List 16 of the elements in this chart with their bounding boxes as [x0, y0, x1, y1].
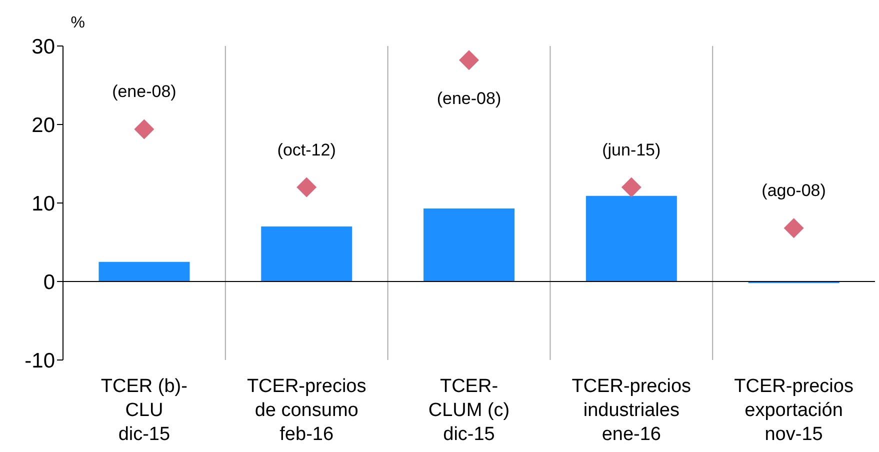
x-tick-label: TCER-precios industriales ene-16: [572, 376, 692, 445]
annotation: (oct-12): [277, 140, 336, 160]
annotation: (ago-08): [762, 181, 826, 200]
x-tick-label: TCER (b)- CLU dic-15: [100, 376, 188, 445]
y-tick-label: 30: [32, 35, 55, 58]
x-tick-label: TCER-precios exportación nov-15: [734, 376, 854, 445]
y-axis-title: %: [70, 14, 85, 32]
y-tick-label: 20: [32, 114, 55, 137]
x-tick-label: TCER- CLUM (c) dic-15: [428, 376, 510, 445]
annotation: (ene-08): [436, 89, 502, 108]
y-tick-label: -10: [24, 349, 55, 372]
y-tick-label: 0: [43, 270, 55, 294]
x-tick-label: TCER-precios de consumo feb-16: [246, 376, 366, 445]
annotation: (jun-15): [602, 140, 661, 160]
annotation: (ene-08): [112, 82, 176, 102]
y-tick-label: 10: [32, 192, 55, 216]
